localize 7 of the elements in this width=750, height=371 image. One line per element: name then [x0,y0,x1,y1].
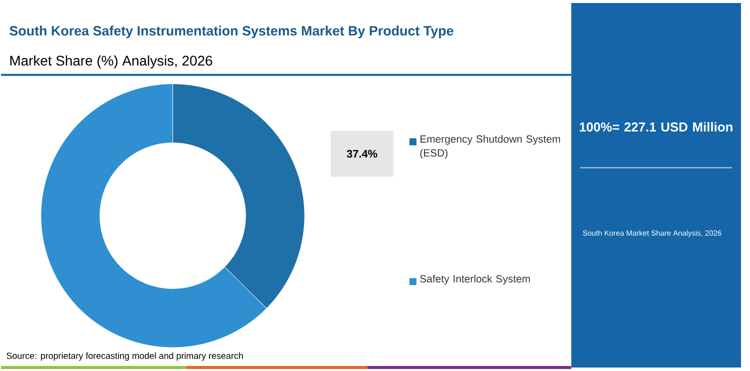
source-note: Source: proprietary forecasting model and primary research [6,352,243,361]
chart-title: South Korea Safety Instrumentation Systems Market By Product Type [10,26,454,38]
legend-label: Safety Interlock System [420,275,530,285]
data-label: 37.4% [346,150,378,158]
chart-subtitle: Market Share (%) Analysis, 2026 [10,56,212,69]
legend-label: Emergency Shutdown System (ESD) [420,135,560,159]
text: 100%= 227.1 USD Million [580,122,732,132]
